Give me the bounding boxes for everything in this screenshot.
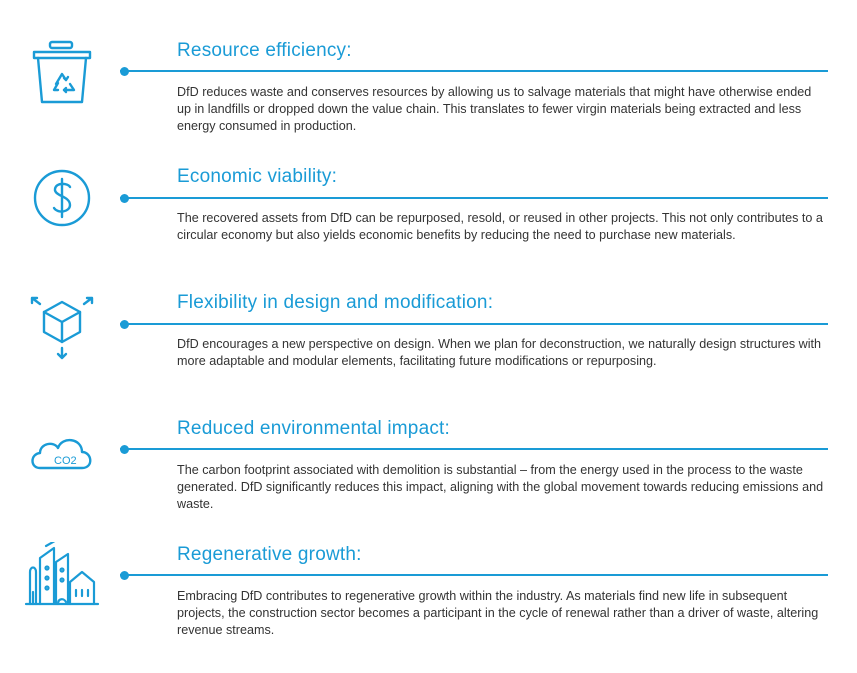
co2-label: CO2 [54,455,77,467]
section-title: Reduced environmental impact: [177,418,450,439]
section-flexibility: Flexibility in design and modification: … [0,252,857,372]
section-text: The carbon footprint associated with dem… [177,463,824,511]
recycle-bin-icon [20,38,104,122]
section-text: Embracing DfD contributes to regenerativ… [177,589,819,637]
section-regenerative-growth: Regenerative growth: Embracing DfD contr… [0,504,857,637]
co2-cloud-icon: CO2 [20,424,104,508]
dollar-icon [20,156,104,240]
section-title: Regenerative growth: [177,544,362,565]
cube-arrows-icon [20,290,104,374]
section-title: Economic viability: [177,166,338,187]
divider-line [120,574,828,576]
city-buildings-icon [20,542,104,626]
divider-line [120,70,828,72]
divider-line [120,323,828,325]
section-resource-efficiency: Resource efficiency: DfD reduces waste a… [0,0,857,133]
section-text: The recovered assets from DfD can be rep… [177,211,823,242]
divider-line [120,448,828,450]
section-title: Resource efficiency: [177,40,352,61]
section-title: Flexibility in design and modification: [177,292,494,313]
section-text: DfD reduces waste and conserves resource… [177,85,812,133]
divider-line [120,197,828,199]
section-environmental-impact: CO2 Reduced environmental impact: The ca… [0,378,857,511]
section-economic-viability: Economic viability: The recovered assets… [0,126,857,246]
section-text: DfD encourages a new perspective on desi… [177,337,822,368]
